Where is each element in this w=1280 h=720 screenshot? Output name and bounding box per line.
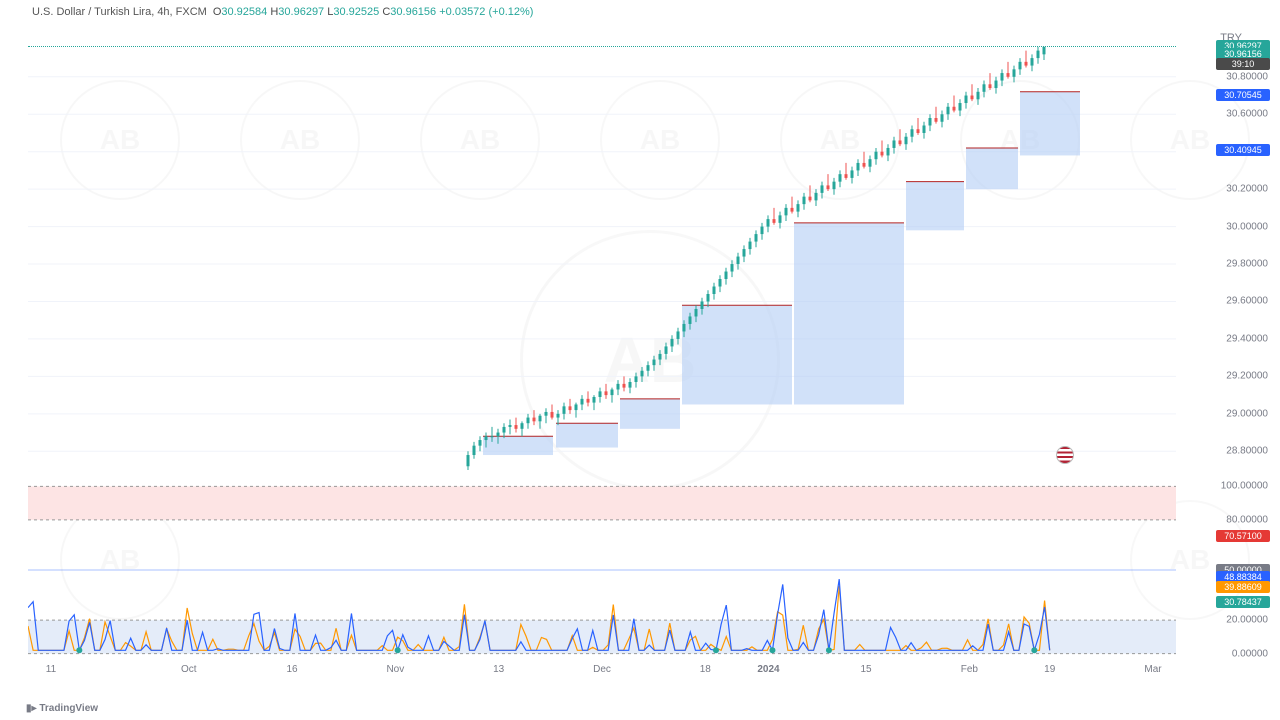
price-y-axis[interactable]: 28.80000 29.00000 29.20000 29.40000 29.60000… xyxy=(1180,30,1280,470)
oscillator-chart[interactable] xyxy=(28,478,1176,662)
y-tick: 80.00000 xyxy=(1226,514,1268,525)
price-badge: 30.40945 xyxy=(1216,144,1270,156)
close-value: 30.96156 xyxy=(390,6,436,18)
price-chart[interactable] xyxy=(28,30,1176,470)
oscillator-badge: 70.57100 xyxy=(1216,530,1270,542)
x-tick: Feb xyxy=(961,664,978,675)
y-tick: 20.00000 xyxy=(1226,615,1268,626)
ohlc-values: O30.92584 H30.96297 L30.92525 C30.96156 … xyxy=(213,6,534,18)
time-x-axis[interactable]: 11 Oct 16 Nov 13 Dec 18 2024 15 Feb 19 Mar xyxy=(28,664,1176,684)
x-tick: 19 xyxy=(1044,664,1055,675)
y-tick: 29.40000 xyxy=(1226,333,1268,344)
price-badge: 30.70545 xyxy=(1216,89,1270,101)
x-tick: 15 xyxy=(860,664,871,675)
x-tick: 2024 xyxy=(757,664,779,675)
symbol-title[interactable]: U.S. Dollar / Turkish Lira, 4h, FXCM xyxy=(32,6,207,18)
y-tick: 100.00000 xyxy=(1221,481,1268,492)
x-tick: Oct xyxy=(181,664,197,675)
low-value: 30.92525 xyxy=(333,6,379,18)
chart-header: U.S. Dollar / Turkish Lira, 4h, FXCM O30… xyxy=(32,6,533,18)
x-tick: 18 xyxy=(700,664,711,675)
x-tick: Mar xyxy=(1144,664,1161,675)
y-tick: 28.80000 xyxy=(1226,446,1268,457)
y-tick: 29.20000 xyxy=(1226,371,1268,382)
y-tick: 30.00000 xyxy=(1226,221,1268,232)
x-tick: 13 xyxy=(493,664,504,675)
change-pct: (+0.12%) xyxy=(488,6,533,18)
y-tick: 29.00000 xyxy=(1226,408,1268,419)
x-tick: 16 xyxy=(286,664,297,675)
oscillator-badge: 30.78437 xyxy=(1216,596,1270,608)
oscillator-y-axis[interactable]: 0.00000 20.00000 80.00000 100.00000 70.57100… xyxy=(1180,478,1280,662)
current-price-line xyxy=(28,46,1176,47)
y-tick: 30.60000 xyxy=(1226,109,1268,120)
y-tick: 30.80000 xyxy=(1226,71,1268,82)
open-value: 30.92584 xyxy=(221,6,267,18)
logo-icon: ▮▸ xyxy=(26,703,39,714)
x-tick: Nov xyxy=(386,664,404,675)
y-tick: 0.00000 xyxy=(1232,648,1268,659)
us-flag-icon xyxy=(1056,446,1074,464)
y-tick: 29.80000 xyxy=(1226,259,1268,270)
x-tick: Dec xyxy=(593,664,611,675)
tradingview-logo[interactable]: ▮▸ TradingView xyxy=(26,703,98,714)
price-badge: 39:10 xyxy=(1216,58,1270,70)
oscillator-badge: 39.88609 xyxy=(1216,581,1270,593)
change-value: +0.03572 xyxy=(439,6,485,18)
x-tick: 11 xyxy=(46,664,56,675)
y-tick: 30.20000 xyxy=(1226,184,1268,195)
high-value: 30.96297 xyxy=(278,6,324,18)
y-tick: 29.60000 xyxy=(1226,296,1268,307)
